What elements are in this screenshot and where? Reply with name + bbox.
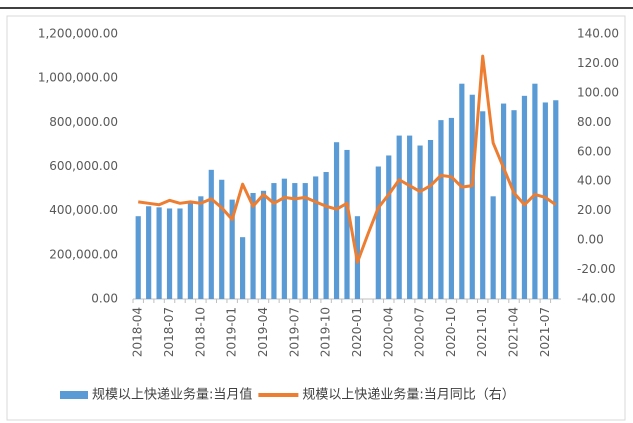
- y2-tick-label: 60.00: [577, 144, 611, 158]
- bar: [281, 178, 287, 299]
- y2-tick-label: 40.00: [577, 174, 611, 188]
- x-tick-label: 2021-01: [475, 307, 489, 357]
- y2-tick-label: 80.00: [577, 115, 611, 129]
- bar: [135, 216, 141, 299]
- x-tick-label: 2020-10: [444, 307, 458, 357]
- legend-label: 规模以上快递业务量:当月值: [92, 387, 252, 403]
- x-tick-label: 2021-07: [538, 307, 552, 357]
- bar: [386, 155, 392, 299]
- x-tick-label: 2019-07: [287, 307, 301, 357]
- legend-swatch: [60, 391, 88, 399]
- bar: [219, 179, 225, 299]
- bar: [521, 95, 528, 299]
- bar: [438, 120, 444, 299]
- bar: [448, 117, 454, 300]
- x-tick-label: 2019-04: [256, 307, 270, 357]
- bar: [480, 111, 486, 300]
- bar: [500, 103, 507, 299]
- bar: [427, 140, 434, 299]
- x-tick-label: 2019-10: [319, 307, 333, 357]
- bar: [333, 142, 340, 299]
- y-tick-label: 200,000.00: [49, 247, 118, 261]
- y2-tick-label: 20.00: [577, 203, 611, 217]
- x-tick-label: 2019-01: [225, 307, 239, 357]
- bar: [302, 183, 308, 299]
- x-tick-label: 2020-04: [381, 307, 395, 357]
- bar: [532, 83, 538, 299]
- bar: [542, 102, 548, 299]
- legend-label: 规模以上快递业务量:当月同比（右）: [302, 387, 514, 403]
- bar: [177, 208, 183, 299]
- y2-tick-label: -40.00: [577, 292, 616, 306]
- bar: [208, 169, 214, 299]
- bar: [490, 196, 496, 299]
- bar: [469, 94, 475, 300]
- y-tick-label: 400,000.00: [49, 203, 118, 217]
- y2-tick-label: 100.00: [577, 85, 619, 99]
- y2-tick-label: 0.00: [577, 233, 604, 247]
- y2-tick-label: 140.00: [577, 27, 619, 41]
- bar: [313, 176, 319, 299]
- bar: [323, 172, 329, 299]
- bar: [375, 166, 381, 299]
- bar: [417, 145, 423, 299]
- y-tick-label: 0.00: [91, 292, 118, 306]
- bar: [260, 190, 267, 299]
- bar: [198, 196, 204, 299]
- line: [138, 54, 557, 264]
- bar: [407, 135, 413, 299]
- x-tick-label: 2020-01: [350, 307, 364, 357]
- y-tick-label: 1,200,000.00: [38, 27, 118, 41]
- bar: [229, 199, 235, 299]
- y-tick-label: 800,000.00: [49, 115, 118, 129]
- x-tick-label: 2018-10: [193, 307, 207, 357]
- y-tick-label: 1,000,000.00: [38, 71, 118, 85]
- chart-frame: [6, 15, 626, 421]
- x-tick-label: 2018-04: [131, 307, 145, 357]
- bar: [271, 183, 277, 299]
- bar: [187, 201, 194, 299]
- bar: [156, 207, 162, 299]
- bar: [344, 149, 350, 299]
- x-tick-label: 2020-07: [413, 307, 427, 357]
- y2-tick-label: -20.00: [577, 262, 616, 276]
- bar: [511, 110, 517, 299]
- bar: [292, 183, 298, 299]
- x-tick-label: 2018-07: [162, 307, 176, 357]
- bar: [396, 135, 402, 299]
- legend: 规模以上快递业务量:当月值 规模以上快递业务量:当月同比（右）: [60, 387, 515, 403]
- bar: [240, 237, 246, 299]
- bar: [459, 83, 465, 299]
- bar: [553, 100, 559, 299]
- bar: [166, 208, 173, 299]
- y2-tick-label: 120.00: [577, 56, 619, 70]
- bar: [146, 206, 152, 299]
- bar: [250, 193, 256, 299]
- y-tick-label: 600,000.00: [49, 159, 118, 173]
- x-tick-label: 2021-04: [507, 307, 521, 357]
